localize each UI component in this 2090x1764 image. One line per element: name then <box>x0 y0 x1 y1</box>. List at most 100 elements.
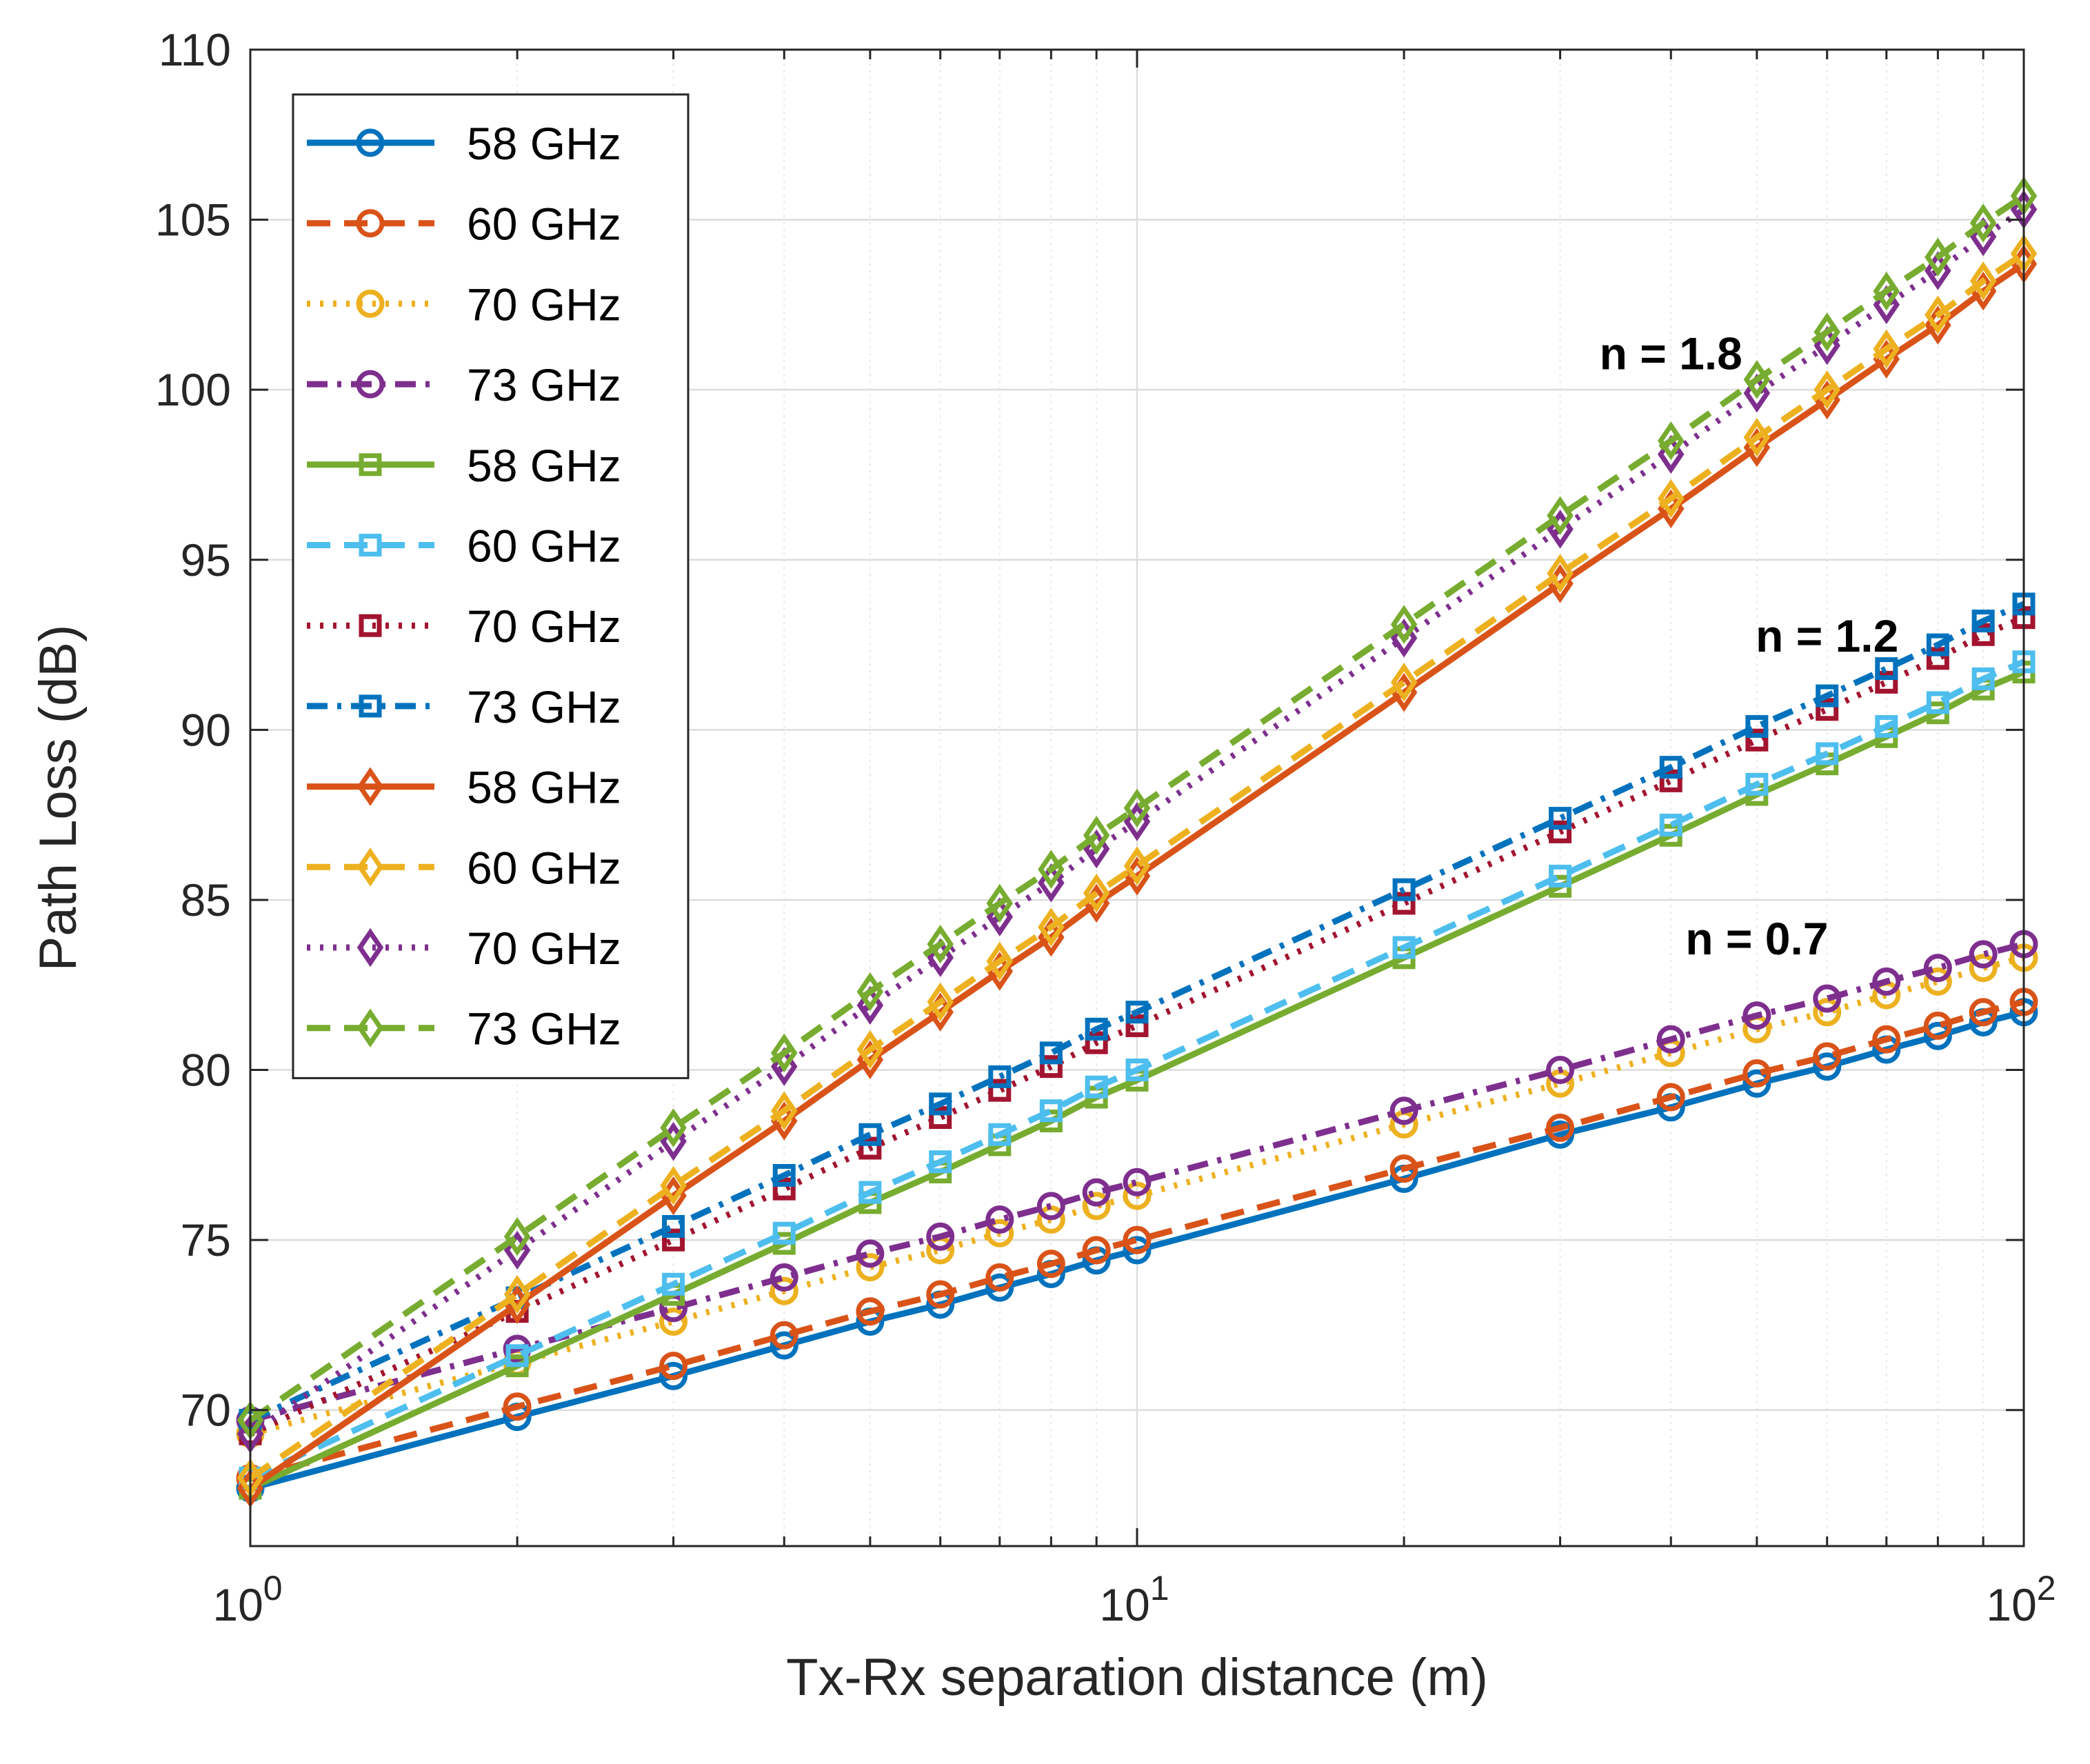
data-point <box>1813 312 1840 352</box>
data-point <box>770 1321 798 1350</box>
legend-marker <box>356 848 384 887</box>
data-point <box>1923 1021 1952 1050</box>
data-point <box>929 1150 952 1174</box>
x-tick-label: 102 <box>1986 1569 2056 1630</box>
data-point <box>1085 1031 1108 1054</box>
data-point <box>772 1177 796 1201</box>
y-tick-label: 80 <box>181 1045 231 1096</box>
y-tick-label: 95 <box>181 534 231 585</box>
data-point <box>858 1136 882 1160</box>
axis-ticks: 70 75 80 85 90 95 100 105 110 100 101 102 <box>155 24 2056 1630</box>
data-point <box>662 1272 685 1296</box>
data-point <box>1971 610 1995 633</box>
data-point <box>1389 1154 1418 1183</box>
series-line <box>248 193 2026 1423</box>
legend-item: 60 GHz <box>307 521 621 572</box>
data-point <box>1546 1056 1575 1085</box>
data-point <box>1546 1113 1575 1142</box>
legend-label: 73 GHz <box>467 1003 621 1054</box>
data-point <box>1926 633 1949 657</box>
legend-item: 58 GHz <box>307 118 621 169</box>
data-point <box>1125 1014 1149 1037</box>
data-point <box>1549 820 1572 843</box>
data-point <box>1926 647 1949 670</box>
data-point <box>1082 1178 1111 1207</box>
data-point <box>1816 684 1839 708</box>
data-point <box>1123 1181 1152 1210</box>
data-point <box>1123 846 1151 885</box>
data-point <box>1656 1025 1685 1054</box>
legend-marker <box>356 767 384 806</box>
legend-item: 58 GHz <box>307 440 621 491</box>
series-line <box>249 659 2025 1481</box>
data-point <box>1875 714 1898 738</box>
data-point <box>1813 1052 1842 1081</box>
legend-label: 60 GHz <box>467 199 621 250</box>
data-point <box>926 1280 955 1309</box>
data-point <box>662 1228 685 1252</box>
data-point <box>986 883 1014 923</box>
data-point <box>1875 657 1898 681</box>
y-tick-label: 110 <box>159 24 231 75</box>
data-point <box>1742 1059 1771 1088</box>
data-point <box>1813 984 1842 1013</box>
data-point <box>1745 728 1769 752</box>
data-point <box>659 1307 688 1336</box>
series-12 <box>237 176 2038 1440</box>
data-point <box>1925 237 1951 277</box>
legend-marker <box>356 128 385 157</box>
data-point <box>770 1276 798 1305</box>
data-point <box>926 1222 955 1251</box>
data-point <box>1123 1225 1152 1254</box>
legend-item: 60 GHz <box>307 842 621 893</box>
y-tick-label: 85 <box>181 874 231 925</box>
data-point <box>1549 807 1572 830</box>
legend-item: 73 GHz <box>307 359 621 410</box>
data-point <box>1082 1236 1111 1265</box>
x-tick-label: 100 <box>212 1569 282 1630</box>
y-axis-label: Path Loss (dB) <box>29 625 88 972</box>
data-point <box>660 1166 687 1205</box>
data-point <box>1036 1250 1065 1279</box>
data-point <box>1082 1192 1111 1221</box>
series-10 <box>237 234 2038 1498</box>
annotation-label: n = 1.2 <box>1756 610 1898 661</box>
data-point <box>1125 1001 1149 1024</box>
data-point <box>1742 1069 1771 1098</box>
data-point <box>986 941 1014 981</box>
series-group <box>236 176 2038 1508</box>
data-point <box>1873 329 1900 369</box>
data-point <box>1925 295 1951 334</box>
data-point <box>770 1331 798 1360</box>
data-point <box>1085 1075 1108 1099</box>
data-point <box>927 924 954 964</box>
data-point <box>659 1352 688 1381</box>
data-point <box>1659 769 1682 792</box>
legend-item: 70 GHz <box>307 601 621 652</box>
legend-marker <box>356 209 385 238</box>
data-point <box>985 1219 1014 1247</box>
data-point <box>988 1065 1012 1088</box>
data-point <box>660 1108 687 1147</box>
data-point <box>503 1392 532 1421</box>
data-point <box>1392 936 1416 959</box>
data-point <box>856 972 884 1012</box>
data-point <box>985 1263 1014 1292</box>
data-point <box>1743 418 1771 457</box>
y-tick-label: 90 <box>181 704 231 755</box>
data-point <box>659 1361 688 1390</box>
data-point <box>1742 1001 1771 1030</box>
legend-label: 73 GHz <box>467 681 621 732</box>
data-point <box>1923 967 1952 996</box>
data-point <box>985 1273 1014 1302</box>
legend-item: 58 GHz <box>307 762 621 813</box>
annotations: n = 1.8 n = 1.2 n = 0.7 <box>1600 328 1899 964</box>
data-point <box>858 1123 882 1146</box>
legend-label: 60 GHz <box>467 521 621 572</box>
data-point <box>1971 667 1995 690</box>
legend-item: 60 GHz <box>307 199 621 250</box>
annotation-label: n = 1.8 <box>1600 328 1742 379</box>
data-point <box>1816 742 1839 765</box>
data-point <box>1390 663 1418 702</box>
